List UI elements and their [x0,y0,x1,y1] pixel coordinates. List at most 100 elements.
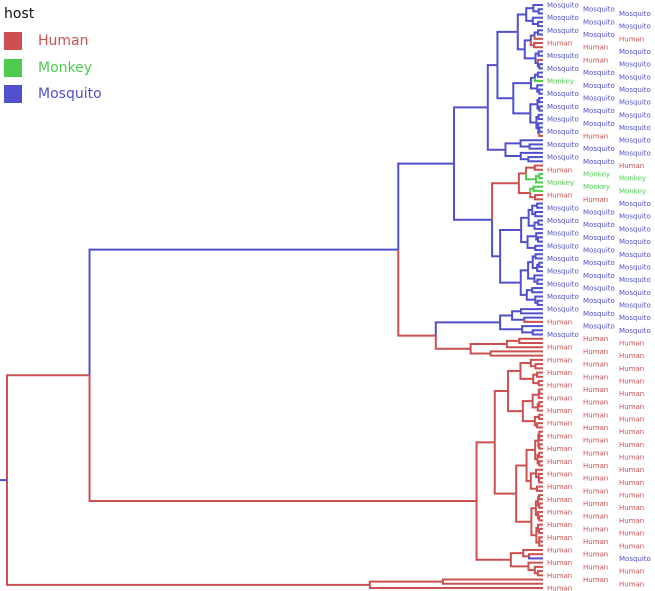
legend-item-monkey[interactable]: Monkey [4,55,102,82]
legend-label: Monkey [38,59,93,76]
tip-label: Human [547,585,572,591]
tip-label: Human [583,551,608,559]
tip-label: Human [583,538,608,546]
tip-label: Mosquito [619,61,651,69]
tip-label: Human [547,521,572,529]
tip-label: Human [547,559,572,567]
tip-label: Mosquito [619,238,651,246]
tip-label: Mosquito [547,2,579,10]
tip-label: Human [547,572,572,580]
tip-label: Mosquito [547,242,579,250]
tip-label: Mosquito [583,247,615,255]
tip-label: Human [583,373,608,381]
tip-label: Mosquito [547,280,579,288]
tip-label: Monkey [583,170,610,178]
tip-label: Human [547,344,572,352]
tip-label: Human [619,492,644,500]
tip-label: Human [619,517,644,525]
tip-label: Mosquito [583,145,615,153]
tip-label: Human [583,44,608,52]
tip-label: Human [583,525,608,533]
tip-label: Mosquito [583,107,615,115]
tip-label: Mosquito [619,86,651,94]
tip-label: Mosquito [547,65,579,73]
legend: host Human Monkey Mosquito [4,6,102,108]
tip-label: Human [547,496,572,504]
legend-item-human[interactable]: Human [4,28,102,55]
tip-label: Mosquito [547,141,579,149]
tip-label: Human [547,458,572,466]
tip-label: Human [547,407,572,415]
tip-label: Human [619,542,644,550]
tip-label: Human [619,377,644,385]
tip-label: Human [619,479,644,487]
legend-label: Mosquito [38,86,102,103]
tip-label: Mosquito [547,293,579,301]
tip-label: Mosquito [619,10,651,18]
tip-label: Monkey [547,78,574,86]
tip-label: Human [619,390,644,398]
tip-label: Human [619,35,644,43]
tip-label: Human [583,196,608,204]
tip-label: Mosquito [583,69,615,77]
tip-label: Human [547,318,572,326]
tip-label: Human [619,162,644,170]
tip-label: Monkey [619,187,646,195]
tip-label: Mosquito [619,200,651,208]
tip-label: Mosquito [547,27,579,35]
tip-label: Human [583,411,608,419]
tip-label: Human [619,454,644,462]
tip-label: Human [547,166,572,174]
tip-label: Human [583,132,608,140]
legend-label: Human [38,33,89,50]
tip-label: Mosquito [619,48,651,56]
legend-item-mosquito[interactable]: Mosquito [4,81,102,108]
tip-label: Mosquito [619,213,651,221]
tip-label: Mosquito [583,209,615,217]
tip-label: Mosquito [583,6,615,14]
tip-label: Mosquito [619,73,651,81]
tip-label: Human [583,513,608,521]
tip-label: Human [547,394,572,402]
tip-label: Human [583,487,608,495]
tip-label: Human [583,361,608,369]
tip-label: Human [619,568,644,576]
tip-label: Mosquito [619,555,651,563]
tip-label: Human [583,500,608,508]
tip-label: Mosquito [619,263,651,271]
tip-label: Human [619,416,644,424]
tip-label: Human [583,462,608,470]
tip-label: Human [583,335,608,343]
tip-label: Mosquito [547,306,579,314]
tip-label: Mosquito [547,90,579,98]
tip-label: Mosquito [619,276,651,284]
tip-label: Mosquito [583,259,615,267]
tip-label: Mosquito [583,272,615,280]
tip-label: Human [619,466,644,474]
tip-label: Human [619,580,644,588]
tip-label: Human [547,483,572,491]
tip-label: Human [583,576,608,584]
tip-label: Human [583,386,608,394]
tip-label: Mosquito [583,234,615,242]
tip-label: Human [619,365,644,373]
tip-label: Human [547,382,572,390]
human-swatch [4,32,22,51]
monkey-swatch [4,58,22,77]
tip-label: Mosquito [619,111,651,119]
tip-label: Mosquito [547,217,579,225]
tip-label: Human [547,546,572,554]
tip-label: Mosquito [547,14,579,22]
tip-label: Mosquito [619,314,651,322]
tip-label: Mosquito [547,128,579,136]
tip-label: Mosquito [547,116,579,124]
tip-label: Human [547,40,572,48]
tip-label: Human [547,445,572,453]
tip-label: Human [619,339,644,347]
tip-label: Human [583,399,608,407]
tip-label: Mosquito [583,18,615,26]
tip-label: Human [619,530,644,538]
tip-label: Mosquito [547,255,579,263]
tip-label: Human [547,356,572,364]
